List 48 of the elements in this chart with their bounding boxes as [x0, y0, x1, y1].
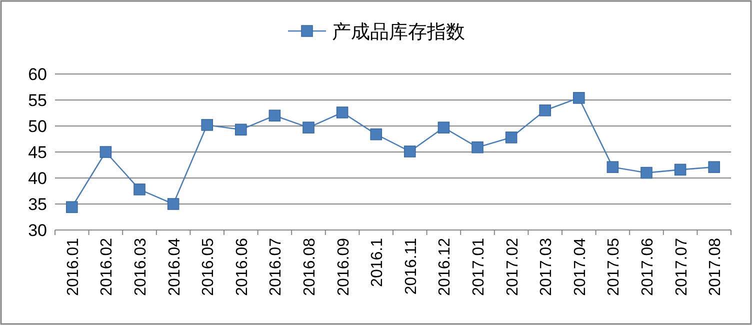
y-tick-label: 35 — [28, 195, 47, 214]
x-tick-label: 2017.07 — [673, 238, 690, 296]
x-tick-label: 2017.02 — [504, 238, 522, 296]
x-tick-label: 2016.12 — [436, 238, 454, 296]
y-tick-label: 40 — [28, 169, 47, 188]
point — [606, 161, 619, 173]
x-tick-label: 2017.04 — [572, 238, 589, 296]
x-tick-label: 2016.07 — [268, 238, 285, 296]
x-tick-label: 2017.06 — [640, 238, 656, 296]
point — [100, 146, 112, 158]
point — [235, 124, 247, 136]
point — [505, 132, 518, 144]
point — [201, 119, 213, 131]
y-tick-label: 55 — [28, 91, 47, 110]
x-tick-label: 2016.1 — [369, 238, 386, 287]
point — [573, 92, 585, 104]
point — [708, 161, 720, 173]
point — [302, 122, 314, 134]
x-tick-label: 2016.04 — [166, 238, 184, 296]
x-tick-label: 2016.09 — [335, 238, 352, 296]
x-tick-label: 2017.01 — [470, 238, 488, 296]
x-tick-label: 2016.11 — [402, 238, 420, 295]
point — [370, 128, 382, 140]
point — [336, 106, 348, 118]
y-tick-label: 30 — [28, 221, 47, 240]
x-tick-label: 2016.01 — [64, 238, 82, 296]
point — [167, 198, 180, 210]
point — [268, 110, 281, 122]
x-tick-label: 2016.05 — [200, 238, 218, 296]
x-tick-label: 2017.08 — [707, 238, 724, 296]
point — [539, 104, 551, 116]
y-tick-label: 60 — [28, 65, 47, 84]
x-tick-label: 2017.05 — [606, 238, 623, 296]
x-tick-label: 2016.02 — [98, 238, 116, 296]
legend-label: 产成品库存指数 — [332, 21, 465, 43]
x-tick-label: 2017.03 — [538, 238, 556, 296]
y-tick-label: 45 — [28, 143, 47, 162]
x-tick-label: 2016.08 — [302, 238, 318, 296]
y-tick-label: 50 — [28, 117, 47, 136]
point — [404, 146, 416, 158]
x-tick-label: 2016.03 — [132, 238, 150, 296]
x-tick-label: 2016.06 — [234, 238, 251, 296]
point — [640, 166, 652, 179]
point — [66, 201, 78, 214]
point — [438, 122, 450, 134]
point — [134, 184, 146, 196]
point — [472, 141, 484, 154]
point — [674, 164, 686, 176]
